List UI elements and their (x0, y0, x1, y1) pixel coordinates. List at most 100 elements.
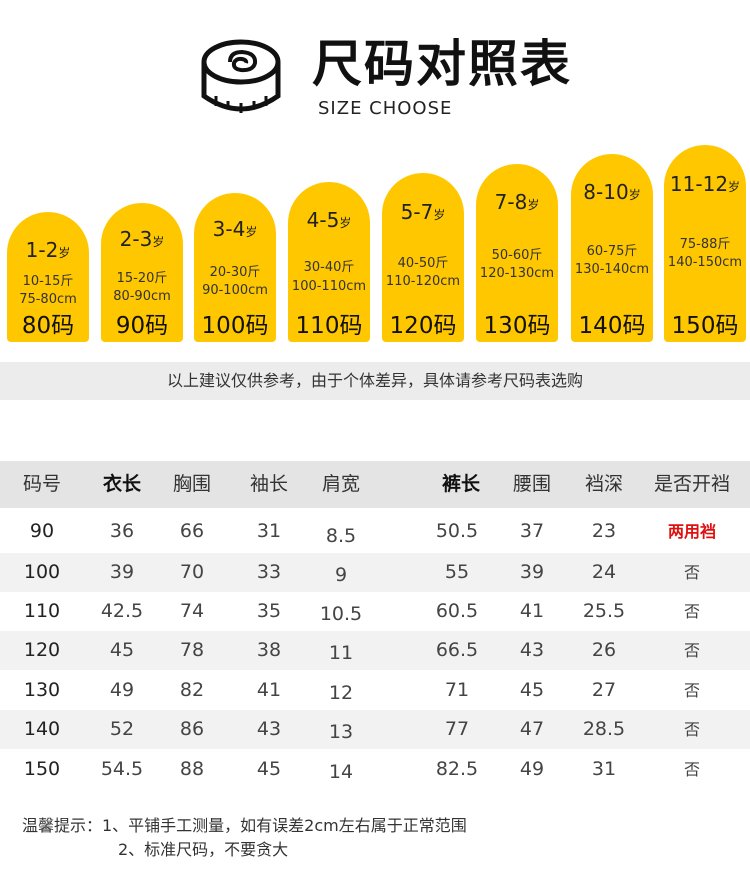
cell-sleeve: 35 (256, 600, 282, 622)
size-label: 120码 (389, 313, 457, 339)
cell-size: 140 (23, 718, 61, 740)
cell-open-crotch: 否 (683, 760, 700, 779)
cell-open-crotch: 否 (683, 641, 700, 660)
cell-waist: 47 (519, 718, 545, 740)
size-label: 110码 (295, 313, 363, 339)
advice-text: 以上建议仅供参考，由于个体差异，具体请参考尺码表选购 (166, 371, 583, 390)
cell-length: 39 (109, 561, 135, 583)
cell-rise: 28.5 (582, 718, 626, 740)
cell-sleeve: 31 (256, 520, 282, 542)
cell-length: 36 (109, 520, 135, 542)
cell-waist: 39 (519, 561, 545, 583)
age-unit: 岁 (152, 235, 165, 249)
size-height: 90-100cm (202, 283, 268, 298)
size-weight: 50-60斤 (491, 248, 543, 263)
cell-rise: 31 (591, 758, 617, 780)
age-unit: 岁 (433, 208, 446, 222)
size-label: 90码 (115, 313, 169, 339)
col-header-shoulder: 肩宽 (321, 473, 360, 495)
cell-rise: 23 (591, 520, 617, 542)
size-card-90: 2-3岁 15-20斤 80-90cm 90码 (101, 203, 183, 342)
size-label: 80码 (21, 313, 75, 339)
cell-size: 100 (23, 561, 61, 583)
size-height: 110-120cm (385, 274, 461, 289)
cell-shoulder: 9 (334, 564, 348, 586)
cell-pants-length: 50.5 (435, 520, 479, 542)
size-weight: 30-40斤 (303, 260, 355, 275)
tip-line-2: 2、标准尺码，不要贪大 (118, 840, 289, 859)
cell-waist: 45 (519, 679, 545, 701)
col-header-size: 码号 (22, 473, 61, 495)
col-header-sleeve: 袖长 (249, 473, 288, 495)
cell-shoulder: 14 (328, 761, 354, 783)
col-header-open-crotch: 是否开裆 (653, 473, 730, 495)
age-unit: 岁 (628, 188, 641, 202)
measuring-tape-icon (201, 39, 281, 113)
table-row: 110 42.5 74 35 10.5 60.5 41 25.5 否 (0, 592, 750, 631)
size-card-120: 5-7岁 40-50斤 110-120cm 120码 (382, 173, 464, 342)
cell-length: 49 (109, 679, 135, 701)
cell-chest: 86 (179, 718, 205, 740)
cell-rise: 25.5 (582, 600, 626, 622)
col-header-pants-length: 裤长 (441, 473, 480, 495)
size-weight: 60-75斤 (586, 244, 638, 259)
cell-pants-length: 71 (444, 679, 470, 701)
cell-chest: 88 (179, 758, 205, 780)
cell-chest: 82 (179, 679, 205, 701)
size-weight: 40-50斤 (397, 256, 449, 271)
cell-rise: 27 (591, 679, 617, 701)
size-table-header: 码号 衣长 胸围 袖长 肩宽 裤长 腰围 裆深 是否开裆 (0, 461, 750, 508)
table-row: 130 49 82 41 12 71 45 27 否 (0, 671, 750, 710)
size-label: 140码 (578, 313, 646, 339)
size-height: 140-150cm (667, 255, 743, 270)
cell-open-crotch: 否 (683, 563, 700, 582)
size-height: 130-140cm (574, 262, 650, 277)
size-card-150: 11-12岁 75-88斤 140-150cm 150码 (664, 145, 746, 342)
size-height: 100-110cm (291, 279, 367, 294)
cell-pants-length: 66.5 (435, 639, 479, 661)
table-row: 140 52 86 43 13 77 47 28.5 否 (0, 710, 750, 749)
size-height: 80-90cm (113, 289, 171, 304)
cell-shoulder: 13 (328, 721, 354, 743)
cell-sleeve: 38 (256, 639, 282, 661)
cell-waist: 41 (519, 600, 545, 622)
size-label: 100码 (201, 313, 269, 339)
size-height: 120-130cm (479, 266, 555, 281)
col-header-rise: 裆深 (584, 473, 623, 495)
cell-sleeve: 43 (256, 718, 282, 740)
col-header-chest: 胸围 (172, 473, 211, 495)
size-age: 3-4 (212, 217, 246, 241)
cell-size: 120 (23, 639, 61, 661)
size-card-100: 3-4岁 20-30斤 90-100cm 100码 (194, 193, 276, 342)
cell-length: 54.5 (100, 758, 144, 780)
cell-sleeve: 41 (256, 679, 282, 701)
cell-chest: 66 (179, 520, 205, 542)
tip-line-1: 温馨提示：1、平铺手工测量，如有误差2cm左右属于正常范围 (22, 816, 467, 835)
cell-shoulder: 12 (328, 682, 354, 704)
cell-size: 150 (23, 758, 61, 780)
cell-length: 45 (109, 639, 135, 661)
size-weight: 10-15斤 (22, 274, 74, 289)
cell-chest: 74 (179, 600, 205, 622)
size-weight: 75-88斤 (679, 237, 731, 252)
size-age: 8-10 (583, 180, 629, 204)
cell-pants-length: 55 (444, 561, 470, 583)
cell-chest: 70 (179, 561, 205, 583)
cell-size: 130 (23, 679, 61, 701)
cell-waist: 49 (519, 758, 545, 780)
cell-open-crotch: 否 (683, 681, 700, 700)
advice-banner: 以上建议仅供参考，由于个体差异，具体请参考尺码表选购 (0, 362, 750, 400)
cell-size: 90 (29, 520, 55, 542)
size-age: 5-7 (400, 200, 434, 224)
cell-rise: 24 (591, 561, 617, 583)
cell-waist: 43 (519, 639, 545, 661)
size-label: 150码 (671, 313, 739, 339)
size-card-140: 8-10岁 60-75斤 130-140cm 140码 (571, 154, 653, 342)
size-card-110: 4-5岁 30-40斤 100-110cm 110码 (288, 182, 370, 342)
age-unit: 岁 (245, 225, 258, 239)
cell-shoulder: 10.5 (319, 603, 363, 625)
col-header-waist: 腰围 (512, 473, 551, 495)
cell-size: 110 (23, 600, 61, 622)
age-unit: 岁 (728, 180, 741, 194)
cell-pants-length: 77 (444, 718, 470, 740)
